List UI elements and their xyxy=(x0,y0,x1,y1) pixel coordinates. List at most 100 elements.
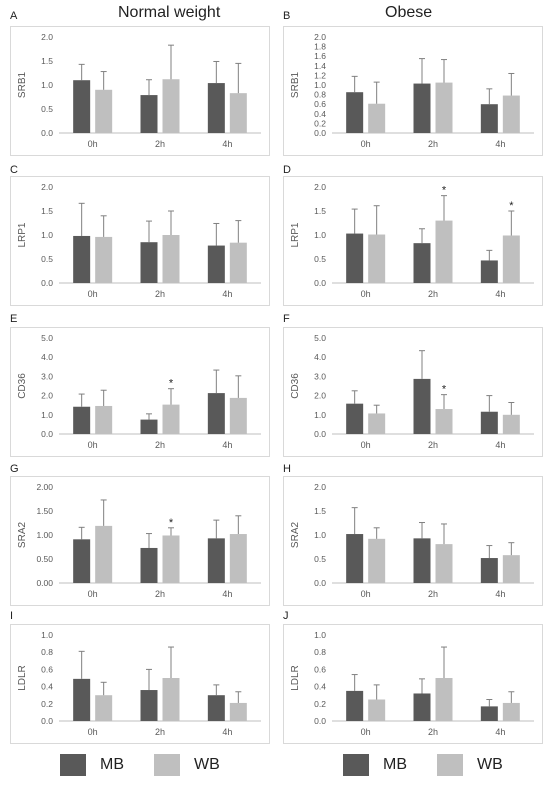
significance-marker: * xyxy=(442,384,447,396)
bar-wb xyxy=(502,95,520,133)
legend-left: MB WB xyxy=(60,752,250,778)
chart-svg-h: SRA2 0.0 0.5 1.0 1.5 2.0 0h 2h 4h xyxy=(290,482,534,599)
y-tick-label: 1.0 xyxy=(314,530,326,540)
chart-panel-b: SRB1 0.0 0.2 0.4 0.6 0.8 1.0 1.2 1.4 1.6 1.8 2.0 0h 2… xyxy=(283,26,543,156)
y-axis-label: SRA2 xyxy=(290,522,301,549)
y-tick-label: 0.50 xyxy=(36,554,53,564)
chart-svg-d: LRP1 0.0 0.5 1.0 1.5 2.0 0h 2h * 4h * xyxy=(290,182,534,299)
panel-label-j: J xyxy=(283,610,289,622)
panel-label-f: F xyxy=(283,313,290,325)
bar-wb xyxy=(229,397,247,434)
significance-marker: * xyxy=(169,517,174,529)
y-tick-label: 2.0 xyxy=(314,482,326,492)
x-tick-label: 2h xyxy=(155,289,165,299)
bar-mb xyxy=(346,92,364,133)
chart-svg-f: CD36 0.0 1.0 2.0 3.0 4.0 5.0 0h 2h * 4h xyxy=(290,333,534,450)
x-tick-label: 2h xyxy=(155,139,165,149)
bar-mb xyxy=(207,83,225,133)
chart-svg-j: LDLR 0.0 0.2 0.4 0.6 0.8 1.0 0h 2h 4h xyxy=(290,630,534,737)
chart-panel-g: SRA2 0.00 0.50 1.00 1.50 2.00 0h 2h * 4h xyxy=(10,476,270,606)
y-tick-label: 0.6 xyxy=(314,664,326,674)
y-tick-label: 0.2 xyxy=(314,118,326,128)
x-tick-label: 0h xyxy=(88,289,98,299)
y-tick-label: 1.5 xyxy=(41,206,53,216)
x-tick-label: 4h xyxy=(222,727,232,737)
y-tick-label: 1.0 xyxy=(41,630,53,640)
y-tick-label: 4.0 xyxy=(41,352,53,362)
legend-swatch-wb xyxy=(437,754,463,776)
chart-panel-d: LRP1 0.0 0.5 1.0 1.5 2.0 0h 2h * 4h * xyxy=(283,176,543,306)
bar-wb xyxy=(95,236,113,283)
bar-mb xyxy=(480,411,498,434)
y-axis-label: SRB1 xyxy=(290,72,301,99)
x-tick-label: 4h xyxy=(495,589,505,599)
panel-label-a: A xyxy=(10,10,18,22)
legend-swatch-mb xyxy=(60,754,86,776)
y-tick-label: 1.2 xyxy=(314,70,326,80)
y-axis-label: SRB1 xyxy=(17,72,28,99)
y-tick-label: 0.2 xyxy=(314,699,326,709)
bar-wb xyxy=(435,82,453,133)
bar-mb xyxy=(413,378,431,434)
bar-wb xyxy=(162,79,180,133)
bar-mb xyxy=(140,690,158,721)
legend-swatch-mb xyxy=(343,754,369,776)
x-tick-label: 4h xyxy=(495,289,505,299)
bar-wb xyxy=(368,538,386,583)
bar-wb xyxy=(368,413,386,434)
bar-mb xyxy=(480,706,498,721)
y-tick-label: 2.0 xyxy=(41,182,53,192)
bar-wb xyxy=(435,544,453,583)
y-tick-label: 2.0 xyxy=(314,391,326,401)
y-tick-label: 0.5 xyxy=(314,254,326,264)
y-tick-label: 1.4 xyxy=(314,61,326,71)
bar-mb xyxy=(207,695,225,721)
y-tick-label: 0.2 xyxy=(41,699,53,709)
column-title-obese: Obese xyxy=(385,4,433,21)
y-tick-label: 0.4 xyxy=(41,682,53,692)
bar-wb xyxy=(95,695,113,721)
panel-label-h: H xyxy=(283,463,291,475)
bar-wb xyxy=(435,220,453,283)
y-tick-label: 0.0 xyxy=(41,429,53,439)
y-tick-label: 4.0 xyxy=(314,352,326,362)
bar-mb xyxy=(346,233,364,283)
x-tick-label: 0h xyxy=(361,289,371,299)
bar-mb xyxy=(140,242,158,283)
y-tick-label: 2.0 xyxy=(314,182,326,192)
bar-wb xyxy=(162,678,180,721)
chart-svg-i: LDLR 0.0 0.2 0.4 0.6 0.8 1.0 0h 2h 4h xyxy=(17,630,261,737)
bar-wb xyxy=(502,235,520,283)
bar-mb xyxy=(73,539,91,583)
x-tick-label: 4h xyxy=(222,440,232,450)
bar-mb xyxy=(207,245,225,283)
y-axis-label: LRP1 xyxy=(17,222,28,247)
y-tick-label: 1.5 xyxy=(314,506,326,516)
y-axis-label: CD36 xyxy=(290,373,301,399)
bar-mb xyxy=(480,104,498,133)
x-tick-label: 2h xyxy=(428,589,438,599)
legend-label-wb: WB xyxy=(477,756,503,773)
y-tick-label: 0.6 xyxy=(41,664,53,674)
chart-panel-i: LDLR 0.0 0.2 0.4 0.6 0.8 1.0 0h 2h 4h xyxy=(10,624,270,744)
bar-mb xyxy=(480,260,498,283)
y-tick-label: 0.5 xyxy=(41,254,53,264)
x-tick-label: 0h xyxy=(88,139,98,149)
x-tick-label: 2h xyxy=(428,139,438,149)
bar-wb xyxy=(368,699,386,721)
legend-swatch-wb xyxy=(154,754,180,776)
y-tick-label: 1.00 xyxy=(36,530,53,540)
bar-wb xyxy=(368,103,386,133)
y-tick-label: 0.8 xyxy=(314,90,326,100)
x-tick-label: 2h xyxy=(428,440,438,450)
y-tick-label: 0.8 xyxy=(41,647,53,657)
bar-wb xyxy=(435,678,453,721)
bar-wb xyxy=(502,555,520,583)
chart-svg-g: SRA2 0.00 0.50 1.00 1.50 2.00 0h 2h * 4h xyxy=(17,482,261,599)
y-tick-label: 0.5 xyxy=(41,104,53,114)
panel-label-i: I xyxy=(10,610,14,622)
legend-label-wb: WB xyxy=(194,756,220,773)
bar-wb xyxy=(229,93,247,133)
x-tick-label: 4h xyxy=(222,289,232,299)
chart-panel-a: SRB1 0.0 0.5 1.0 1.5 2.0 0h 2h 4h xyxy=(10,26,270,156)
